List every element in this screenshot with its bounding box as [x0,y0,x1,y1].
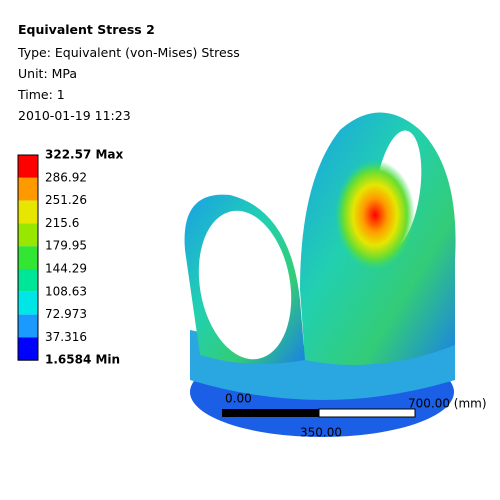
info-line: Type: Equivalent (von-Mises) Stress [18,45,240,60]
legend-band [18,200,38,224]
scale-start: 0.00 [225,392,252,406]
legend-label: 72.973 [45,307,87,321]
info-line: Time: 1 [18,87,65,102]
info-line: Unit: MPa [18,66,78,81]
legend-label: 1.6584 Min [45,353,120,367]
legend-band [18,246,38,269]
legend-label: 144.29 [45,262,87,276]
legend-label: 179.95 [45,239,87,253]
result-title: Equivalent Stress 2 [18,22,155,37]
legend-band [18,269,38,292]
legend-label: 37.316 [45,330,87,344]
scale-end: 700.00 (mm) [408,397,487,411]
legend-band [18,337,38,361]
legend-label: 215.6 [45,216,79,230]
scale-bar-black [222,409,319,417]
legend-label: 286.92 [45,170,87,184]
scale-middle: 350.00 [300,426,342,440]
legend-band [18,223,38,247]
legend-label: 251.26 [45,193,87,207]
legend-band [18,314,38,338]
legend-label: 108.63 [45,284,87,298]
scale-bar-white [318,408,416,418]
info-line: 2010-01-19 11:23 [18,108,131,123]
left-hole [198,210,292,360]
model [184,112,456,437]
legend-band [18,155,38,178]
legend-label: 322.57 Max [45,148,124,162]
legend-band [18,177,38,201]
legend-band [18,291,38,315]
legend-frame [17,154,39,361]
legend: 322.57 Max 286.92 251.26 215.6 179.95 144.29 1… [17,148,124,367]
stress-hotspot [335,160,415,270]
